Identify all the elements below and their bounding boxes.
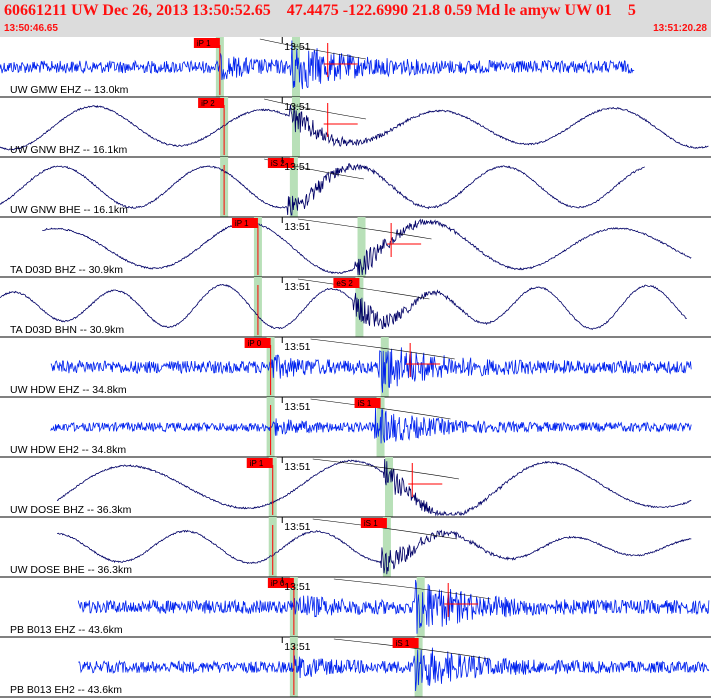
- time-tick-7: 13:51: [284, 461, 310, 473]
- travel-curve-5: [310, 338, 455, 360]
- travel-curve-10: [333, 638, 489, 660]
- travel-curve-9: [333, 578, 491, 600]
- s-window-8: [382, 517, 391, 577]
- s-window-0: [291, 37, 300, 97]
- travel-curve-1: [264, 98, 367, 120]
- pick-box-9: [267, 578, 294, 588]
- waveform-0: [0, 40, 635, 90]
- pick-box-0: [193, 38, 220, 48]
- travel-curve-0: [259, 38, 367, 60]
- waveform-8: [56, 529, 692, 575]
- seismogram-panel: iP 1 13:51 UW GMW EHZ -- 13.0km iP 2 13:51 UW…: [0, 37, 711, 698]
- travel-curve-7: [312, 458, 460, 480]
- channel-label-1: UW GNW BHZ -- 16.1km: [10, 144, 128, 156]
- time-tick-4: 13:51: [284, 281, 310, 293]
- end-time: 13:51:20.28: [653, 23, 707, 34]
- channel-label-5: UW HDW EHZ -- 34.8km: [10, 384, 127, 396]
- time-tick-8: 13:51: [284, 521, 310, 533]
- s-window-7: [385, 457, 394, 517]
- event-title: 60661211 UW Dec 26, 2013 13:50:52.65 47.…: [4, 2, 636, 19]
- travel-curve-3: [297, 218, 432, 240]
- pick-box-7: [246, 458, 273, 468]
- waveform-9: [77, 579, 710, 634]
- pick-box-5: [244, 338, 271, 348]
- pick-box-2: [267, 158, 294, 168]
- time-tick-5: 13:51: [284, 341, 310, 353]
- channel-label-10: PB B013 EH2 -- 43.6km: [10, 684, 122, 696]
- waveform-1: [0, 104, 709, 151]
- pick-label-1: iP 2: [201, 99, 215, 108]
- travel-curve-6: [310, 398, 451, 420]
- pick-box-10: [392, 638, 419, 648]
- time-tick-10: 13:51: [284, 641, 310, 653]
- s-window-9: [416, 577, 425, 637]
- channel-label-8: UW DOSE BHE -- 36.3km: [10, 564, 132, 576]
- waveform-3: [42, 218, 692, 276]
- time-tick-6: 13:51: [284, 401, 310, 413]
- pick-label-3: iP 1: [235, 219, 249, 228]
- pick-label-8: iS 1: [364, 519, 378, 528]
- pick-label-9: iP 0: [271, 579, 285, 588]
- pick-label-0: iP 1: [197, 39, 211, 48]
- channel-label-0: UW GMW EHZ -- 13.0km: [10, 84, 129, 96]
- pick-box-6: [354, 398, 381, 408]
- s-window-2: [289, 157, 298, 217]
- pick-label-10: iS 1: [396, 639, 410, 648]
- pick-label-4: eS 2: [336, 279, 353, 288]
- channel-label-4: TA D03D BHN -- 30.9km: [10, 324, 124, 336]
- waveform-10: [78, 647, 710, 692]
- time-tick-2: 13:51: [284, 161, 310, 173]
- time-tick-9: 13:51: [284, 581, 310, 593]
- waveform-4: [0, 283, 687, 331]
- channel-label-6: UW HDW EH2 -- 34.8km: [10, 444, 126, 456]
- s-window-3: [357, 217, 366, 277]
- waveform-5: [50, 347, 692, 393]
- pick-box-4: [333, 278, 360, 288]
- s-window-10: [414, 637, 423, 697]
- channel-label-9: PB B013 EHZ -- 43.6km: [10, 624, 123, 636]
- header-bar: 60661211 UW Dec 26, 2013 13:50:52.65 47.…: [0, 0, 711, 37]
- s-window-4: [355, 277, 364, 337]
- pick-label-6: iS 1: [358, 399, 372, 408]
- pick-label-5: iP 0: [248, 339, 262, 348]
- pick-box-8: [360, 518, 387, 528]
- waveform-6: [50, 407, 692, 444]
- s-window-1: [291, 97, 300, 157]
- travel-curve-4: [297, 278, 430, 300]
- pick-box-3: [231, 218, 258, 228]
- time-tick-1: 13:51: [284, 101, 310, 113]
- time-tick-0: 13:51: [284, 41, 310, 53]
- channel-label-2: UW GNW BHE -- 16.1km: [10, 204, 128, 216]
- pick-label-7: iP 1: [250, 459, 264, 468]
- pick-box-1: [198, 98, 225, 108]
- start-time: 13:50:46.65: [4, 23, 58, 34]
- channel-label-3: TA D03D BHZ -- 30.9km: [10, 264, 123, 276]
- channel-label-7: UW DOSE BHZ -- 36.3km: [10, 504, 132, 516]
- time-tick-3: 13:51: [284, 221, 310, 233]
- waveform-7: [56, 458, 692, 517]
- waveform-2: [0, 162, 645, 216]
- pick-label-2: iS 2: [271, 159, 285, 168]
- travel-curve-8: [312, 518, 457, 540]
